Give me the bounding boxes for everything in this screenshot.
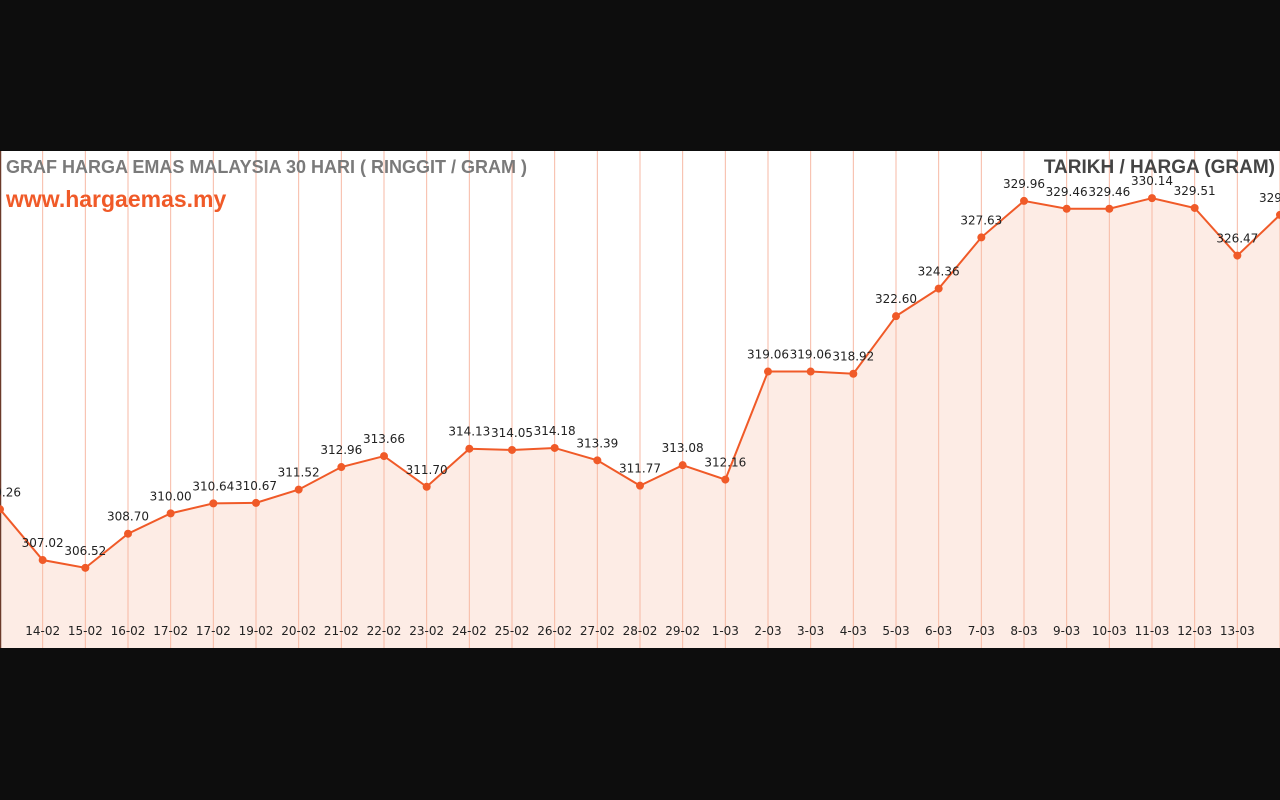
data-label: 314.18 [534, 424, 576, 438]
data-point [550, 443, 559, 452]
x-tick-label: 8-03 [1010, 624, 1037, 638]
x-tick-label: 22-02 [367, 624, 402, 638]
data-point [678, 461, 687, 470]
x-tick-label: 12-03 [1177, 624, 1212, 638]
x-tick-label: 6-03 [925, 624, 952, 638]
data-point [294, 485, 303, 494]
data-point [806, 367, 815, 376]
x-tick-label: 28-02 [623, 624, 658, 638]
x-tick-label: 25-02 [495, 624, 530, 638]
data-label: 311.52 [278, 466, 320, 480]
data-label: 310.00 [150, 489, 192, 503]
data-point [1276, 210, 1280, 219]
data-point [508, 445, 516, 454]
data-label: 312.16 [704, 456, 746, 470]
data-label: 310.26 [0, 485, 21, 499]
x-tick-label: 29-02 [665, 624, 700, 638]
data-point [1190, 203, 1199, 212]
x-tick-label: 14-02 [25, 624, 60, 638]
data-point [124, 529, 132, 538]
data-point [1105, 204, 1114, 213]
data-label: 313.08 [662, 441, 704, 455]
data-point [38, 556, 47, 565]
data-label: 311.77 [619, 462, 661, 476]
data-label: 329.07 [1259, 191, 1280, 205]
x-tick-label: 24-02 [452, 624, 487, 638]
x-tick-label: 23-02 [409, 624, 444, 638]
data-point [593, 456, 602, 465]
data-label: 324.36 [918, 265, 960, 279]
x-tick-label: 1-03 [712, 624, 739, 638]
data-point [81, 563, 90, 572]
data-label: 310.67 [235, 479, 277, 493]
data-label: 313.39 [576, 436, 618, 450]
x-tick-label: 17-02 [196, 624, 231, 638]
data-point [166, 509, 175, 518]
x-tick-label: 26-02 [537, 624, 572, 638]
data-label: 314.13 [448, 425, 490, 439]
data-point [209, 499, 218, 508]
x-tick-label: 2-03 [754, 624, 781, 638]
data-point [1148, 194, 1156, 203]
data-label: 310.64 [192, 479, 234, 493]
x-tick-label: 9-03 [1053, 624, 1080, 638]
data-point [934, 284, 943, 293]
x-tick-label: 3-03 [797, 624, 824, 638]
data-point [849, 369, 858, 378]
site-url: www.hargaemas.my [6, 186, 227, 212]
data-label: 312.96 [320, 443, 362, 457]
data-point [252, 498, 260, 507]
data-label: 306.52 [64, 544, 106, 558]
data-label: 319.06 [747, 348, 789, 362]
chart-title: GRAF HARGA EMAS MALAYSIA 30 HARI ( RINGG… [6, 157, 528, 177]
x-tick-label: 5-03 [882, 624, 909, 638]
data-label: 314.05 [491, 426, 533, 440]
data-point [1020, 196, 1028, 205]
data-point [465, 444, 474, 453]
x-tick-label: 19-02 [239, 624, 274, 638]
data-label: 308.70 [107, 510, 149, 524]
data-point [1233, 251, 1242, 260]
data-label: 329.46 [1046, 185, 1088, 199]
area-fill [0, 198, 1280, 648]
chart-plot: 310.26 307.02 14-02 306.52 15-02 308.70 16-02 3… [0, 151, 1280, 648]
data-point [892, 312, 900, 321]
x-tick-label: 20-02 [281, 624, 316, 638]
data-point [977, 233, 986, 242]
data-point [721, 475, 730, 484]
data-label: 326.47 [1216, 232, 1258, 246]
data-label: 322.60 [875, 292, 917, 306]
data-label: 313.66 [363, 432, 405, 446]
data-point [0, 505, 4, 514]
data-label: 330.14 [1131, 174, 1173, 188]
x-tick-label: 13-03 [1220, 624, 1255, 638]
x-tick-label: 27-02 [580, 624, 615, 638]
data-point [1062, 204, 1071, 213]
x-tick-label: 10-03 [1092, 624, 1127, 638]
data-label: 329.96 [1003, 177, 1045, 191]
data-label: 329.46 [1088, 185, 1130, 199]
data-label: 311.70 [406, 463, 448, 477]
data-label: 318.92 [832, 350, 874, 364]
legend-label: TARIKH / HARGA (GRAM) [1043, 157, 1275, 178]
data-label: 319.06 [790, 348, 832, 362]
data-label: 327.63 [960, 213, 1002, 227]
x-tick-label: 16-02 [111, 624, 146, 638]
gold-price-chart: 310.26 307.02 14-02 306.52 15-02 308.70 16-02 3… [0, 151, 1280, 648]
data-point [337, 463, 346, 472]
data-label: 329.51 [1174, 184, 1216, 198]
data-point [764, 367, 772, 376]
x-tick-label: 17-02 [153, 624, 188, 638]
x-tick-label: 7-03 [968, 624, 995, 638]
x-tick-label: 21-02 [324, 624, 359, 638]
data-label: 307.02 [22, 536, 64, 550]
x-tick-label: 4-03 [840, 624, 867, 638]
data-point [380, 452, 388, 461]
data-point [636, 481, 644, 490]
data-point [422, 482, 431, 491]
x-tick-label: 11-03 [1135, 624, 1170, 638]
x-tick-label: 15-02 [68, 624, 103, 638]
